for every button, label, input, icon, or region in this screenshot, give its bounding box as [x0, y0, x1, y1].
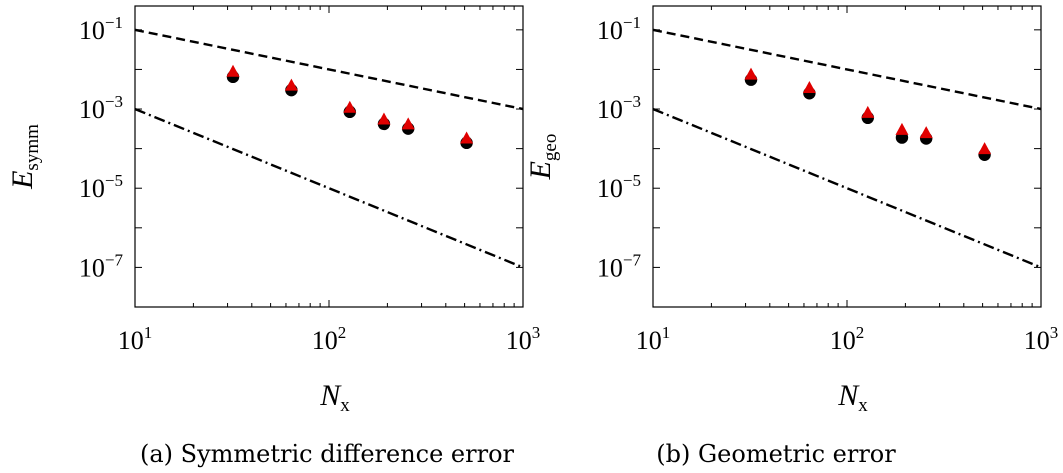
figure-caption: (a) Symmetric difference error — [140, 440, 515, 468]
data-point-triangle — [919, 126, 933, 139]
data-point-triangle — [401, 117, 415, 130]
y-tick-label: 10−1 — [597, 13, 641, 45]
x-axis-label: Nx — [837, 379, 868, 416]
x-tick-label: 101 — [636, 323, 671, 355]
x-tick-label: 103 — [506, 323, 541, 355]
data-point-triangle — [744, 67, 758, 80]
y-tick-label: 10−5 — [597, 171, 641, 203]
figure-caption: (b) Geometric error — [656, 440, 896, 468]
y-tick-label: 10−1 — [79, 13, 123, 45]
x-axis-label: Nx — [319, 379, 350, 416]
reference-line-dashed — [135, 28, 523, 111]
x-tick-label: 102 — [312, 323, 347, 355]
data-point-triangle — [460, 131, 474, 144]
y-axis-label: Egeo — [524, 134, 561, 181]
reference-line-dashdot — [653, 107, 1041, 269]
data-point-triangle — [284, 78, 298, 91]
data-point-triangle — [861, 105, 875, 118]
reference-line-dashdot — [135, 107, 523, 269]
data-point-triangle — [978, 142, 992, 155]
chart-panel-a: 101 102 103 10−1 10−3 10−5 10−7 Nx Esymm (a) Symm… — [6, 5, 541, 468]
plot-frame — [134, 5, 524, 308]
y-tick-label: 10−7 — [597, 250, 642, 282]
x-tick-label: 101 — [118, 323, 153, 355]
x-tick-label: 102 — [830, 323, 865, 355]
chart-panel-b: 101 102 103 10−1 10−3 10−5 10−7 Nx Egeo (b) Geome… — [524, 5, 1059, 468]
y-axis-label: Esymm — [6, 124, 43, 190]
y-tick-label: 10−3 — [597, 92, 641, 124]
y-tick-label: 10−7 — [79, 250, 124, 282]
data-point-triangle — [802, 81, 816, 94]
data-point-triangle — [343, 100, 357, 113]
y-tick-label: 10−3 — [79, 92, 123, 124]
data-point-triangle — [377, 112, 391, 125]
y-tick-label: 10−5 — [79, 171, 123, 203]
data-point-triangle — [226, 64, 240, 77]
x-tick-label: 103 — [1024, 323, 1059, 355]
data-point-triangle — [895, 122, 909, 135]
reference-line-dashed — [653, 28, 1041, 111]
